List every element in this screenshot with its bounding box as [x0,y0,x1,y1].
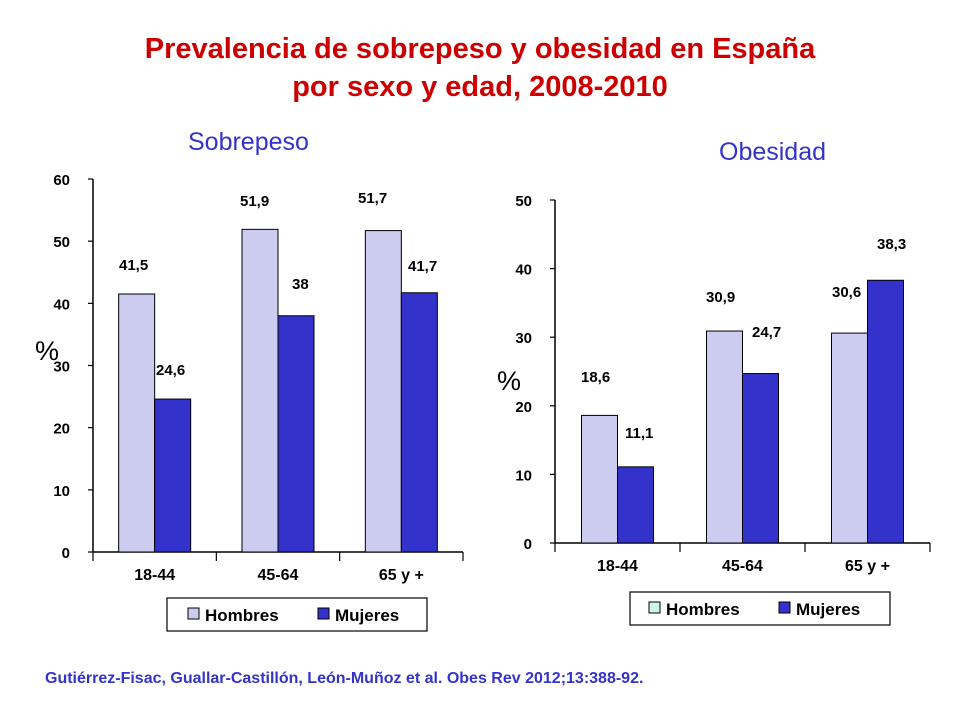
sobrepeso-bar-hombres [364,230,402,553]
obesidad-data-label: 30,9 [706,289,735,306]
sobrepeso-legend-label-mujeres: Mujeres [335,606,399,625]
obesidad-data-label: 24,7 [752,324,781,341]
obesidad-chart-title: Obesidad [719,138,827,166]
sobrepeso-y-tick-label: 50 [53,234,70,251]
obesidad-category-label: 45-64 [722,558,763,575]
obesidad-legend-swatch-hombres [648,601,661,614]
obesidad-bar-hombres [581,414,618,544]
sobrepeso-y-tick-label: 10 [53,483,70,500]
obesidad-legend-label-hombres: Hombres [666,600,740,619]
obesidad-data-label: 11,1 [625,425,653,442]
obesidad-y-tick-label: 0 [524,536,532,553]
sobrepeso-y-tick-label: 30 [53,359,70,376]
obesidad-bar-hombres [706,330,743,544]
sobrepeso-data-label: 51,9 [240,193,269,210]
sobrepeso-bar-mujeres [400,292,438,553]
sobrepeso-y-tick-label: 60 [53,172,70,189]
sobrepeso-y-axis-label: % [35,336,59,366]
obesidad-y-tick-label: 20 [515,399,532,416]
obesidad-y-axis-label: % [497,366,521,396]
obesidad-data-label: 38,3 [877,236,906,253]
obesidad-bar-mujeres [742,373,779,544]
sobrepeso-category-label: 18-44 [134,567,175,584]
obesidad-y-tick-label: 30 [515,330,532,347]
sobrepeso-legend-swatch-mujeres [317,607,330,620]
obesidad-data-label: 30,6 [832,284,861,301]
obesidad-legend [629,591,891,626]
sobrepeso-category-label: 45-64 [258,567,299,584]
sobrepeso-chart-title: Sobrepeso [188,128,309,156]
sobrepeso-y-tick-label: 40 [53,296,70,313]
sobrepeso-data-label: 38 [292,276,309,293]
obesidad-bar-mujeres [867,279,904,544]
sobrepeso-bar-mujeres [154,398,192,553]
sobrepeso-bar-mujeres [277,315,315,553]
chart-title: Prevalencia de sobrepeso y obesidad en E… [0,30,960,106]
sobrepeso-bar-hombres [118,293,156,553]
sobrepeso-legend [166,597,428,632]
obesidad-legend-swatch-mujeres [778,601,791,614]
sobrepeso-bar-hombres [241,228,279,553]
sobrepeso-legend-swatch-hombres [187,607,200,620]
sobrepeso-category-label: 65 y + [379,567,424,584]
chart-title-line-2: por sexo y edad, 2008-2010 [292,71,668,103]
obesidad-y-tick-label: 40 [515,262,532,279]
chart-title-line-1: Prevalencia de sobrepeso y obesidad en E… [144,33,816,65]
obesidad-y-tick-label: 50 [515,193,532,210]
sobrepeso-data-label: 41,7 [408,258,437,275]
sobrepeso-data-label: 51,7 [358,190,387,207]
sobrepeso-legend-label-hombres: Hombres [205,606,279,625]
obesidad-data-label: 18,6 [581,369,610,386]
obesidad-bar-mujeres [617,466,654,544]
citation: Gutiérrez-Fisac, Guallar-Castillón, León… [45,670,644,687]
sobrepeso-y-tick-label: 0 [62,545,70,562]
obesidad-category-label: 65 y + [845,558,890,575]
obesidad-legend-label-mujeres: Mujeres [796,600,860,619]
obesidad-y-tick-label: 10 [515,467,532,484]
sobrepeso-data-label: 24,6 [156,362,185,379]
obesidad-bar-hombres [831,332,868,544]
sobrepeso-y-tick-label: 20 [53,421,70,438]
sobrepeso-data-label: 41,5 [119,257,148,274]
obesidad-category-label: 18-44 [597,558,638,575]
